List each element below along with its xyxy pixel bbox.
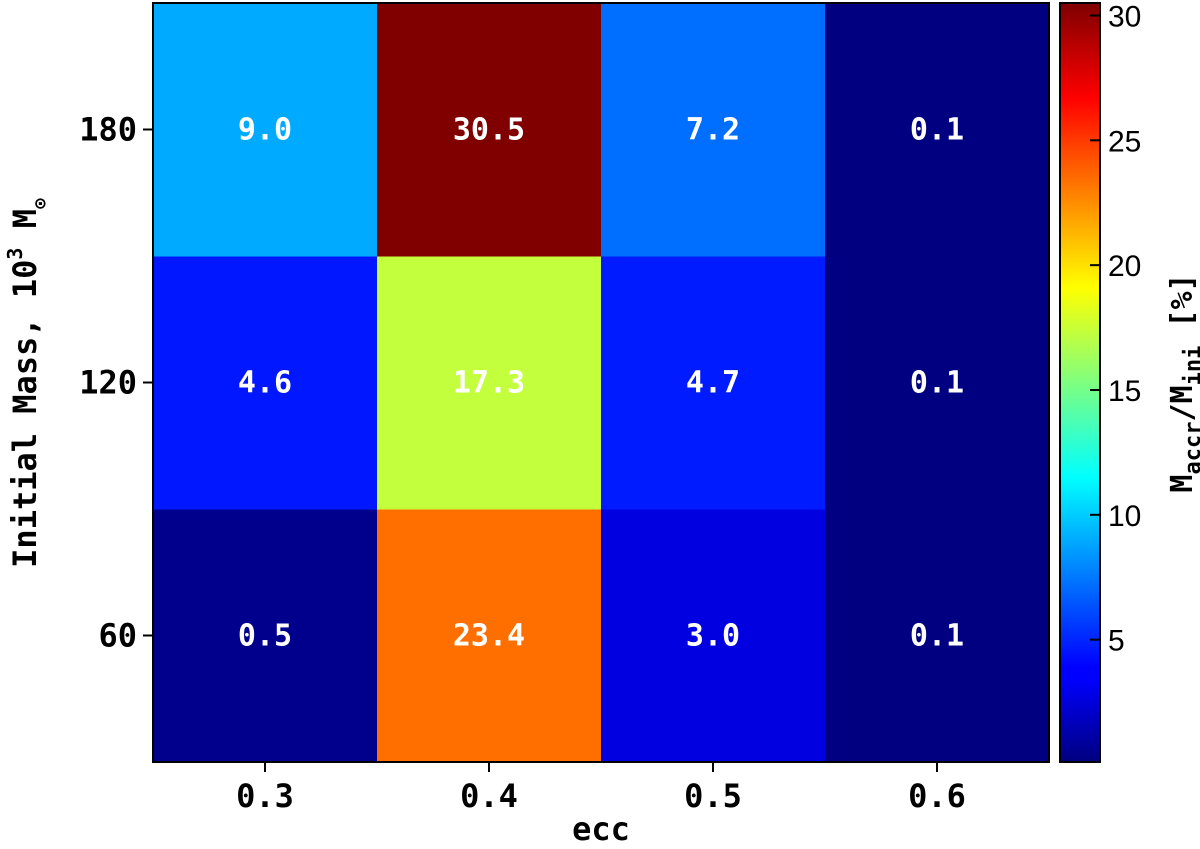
x-axis-label: ecc: [572, 810, 630, 848]
cell-value-label: 23.4: [453, 619, 525, 654]
heatmap-cell-120-0.5: [601, 256, 826, 510]
y-axis-label-exponent: 3: [3, 248, 27, 260]
heatmap-cell-120-0.4: [377, 256, 602, 510]
heatmap-cell-60-0.6: [825, 509, 1050, 763]
heatmap-cell-180-0.4: [377, 3, 602, 257]
cell-value-label: 3.0: [686, 619, 740, 654]
colorbar-tick-label: 25: [1108, 125, 1141, 158]
cell-value-label: 9.0: [238, 113, 292, 148]
cell-value-label: 4.6: [238, 366, 292, 401]
svg-text:Initial Mass, 103 M⊙: Initial Mass, 103 M⊙: [3, 198, 51, 568]
cell-value-label: 7.2: [686, 113, 740, 148]
colorbar-tick-label: 15: [1108, 375, 1141, 408]
cell-value-label: 30.5: [453, 113, 525, 148]
svg-text:Maccr/Mini [%]: Maccr/Mini [%]: [1165, 273, 1200, 492]
heatmap-cells: [153, 3, 1050, 763]
x-tick-label: 0.4: [460, 777, 518, 815]
heatmap-cell-120-0.6: [825, 256, 1050, 510]
cell-value-label: 17.3: [453, 366, 525, 401]
heatmap-cell-60-0.3: [153, 509, 378, 763]
cell-value-label: 0.1: [910, 113, 964, 148]
colorbar-tick-label: 5: [1108, 625, 1125, 658]
heatmap-cell-180-0.3: [153, 3, 378, 257]
heatmap-cell-120-0.3: [153, 256, 378, 510]
heatmap-cell-60-0.5: [601, 509, 826, 763]
x-tick-label: 0.6: [908, 777, 966, 815]
colorbar-tick-label: 20: [1108, 250, 1141, 283]
cell-value-label: 0.1: [910, 366, 964, 401]
cell-value-label: 4.7: [686, 366, 740, 401]
y-axis-label-unit-symbol: ⊙: [30, 198, 51, 209]
cell-value-label: 0.1: [910, 619, 964, 654]
x-tick-label: 0.3: [236, 777, 294, 815]
x-axis-ticks: 0.3 0.4 0.5 0.6: [236, 762, 966, 815]
cell-value-label: 0.5: [238, 619, 292, 654]
y-axis-label-prefix: Initial Mass, 10: [6, 260, 44, 568]
colorbar-label: Maccr/Mini [%]: [1165, 273, 1200, 492]
colorbar: [1059, 2, 1101, 763]
y-tick-label: 120: [79, 364, 137, 402]
heatmap-cell-labels: 0.5 23.4 3.0 0.1 4.6 17.3 4.7 0.1 9.0 30.5 7.2 0.1: [238, 113, 964, 654]
y-tick-label: 180: [79, 111, 137, 149]
y-axis-label-unit: M: [6, 209, 44, 228]
y-axis-label: Initial Mass, 103 M⊙: [3, 198, 51, 568]
colorbar-ticks: 5 10 15 20 25 30: [1090, 0, 1141, 658]
x-tick-label: 0.5: [684, 777, 742, 815]
colorbar-tick-label: 30: [1108, 0, 1141, 33]
heatmap-cell-60-0.4: [377, 509, 602, 763]
colorbar-tick-label: 10: [1108, 500, 1141, 533]
y-tick-label: 60: [98, 617, 137, 655]
heatmap-cell-180-0.6: [825, 3, 1050, 257]
y-axis-ticks: 60 120 180: [79, 111, 153, 655]
heatmap-cell-180-0.5: [601, 3, 826, 257]
